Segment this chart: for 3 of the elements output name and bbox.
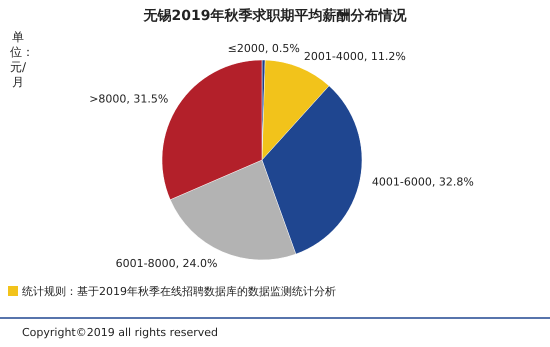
annotation: Copyright©2019 all rights reserved <box>22 326 218 339</box>
title: 无锡2019年秋季求职期平均薪酬分布情况 <box>144 8 406 24</box>
annotation: 统计规则：基于2019年秋季在线招聘数据库的数据监测统计分析 <box>22 285 336 298</box>
